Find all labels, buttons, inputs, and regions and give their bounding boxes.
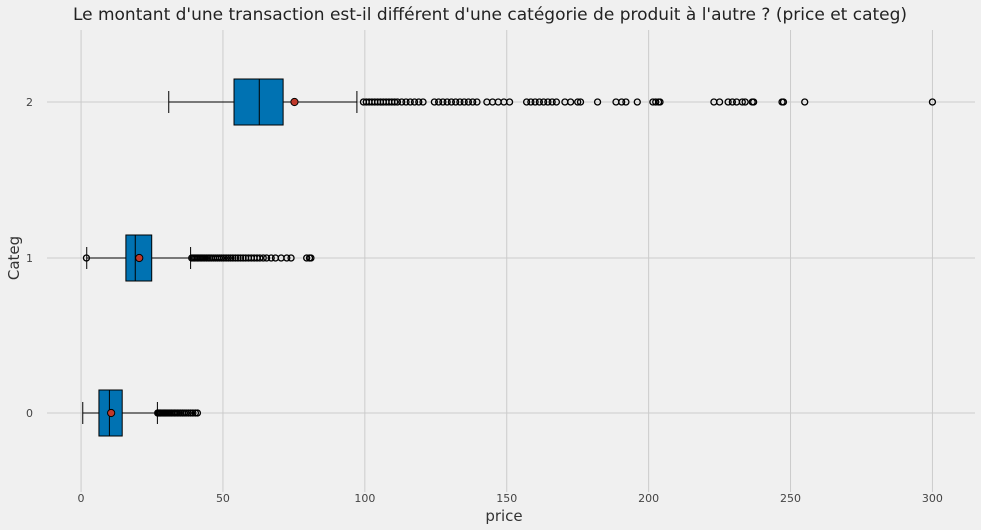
outlier-point <box>415 98 423 106</box>
outlier-point <box>82 254 91 262</box>
outlier-point <box>527 98 535 106</box>
outlier-point <box>398 98 406 106</box>
outlier-point <box>229 254 237 262</box>
outlier-point <box>430 98 439 106</box>
outlier-point <box>184 409 192 417</box>
outlier-point <box>566 98 575 106</box>
outlier-point <box>434 98 443 106</box>
outlier-point <box>410 98 419 106</box>
outlier-point <box>576 98 585 106</box>
boxplot-categ-1 <box>82 234 315 282</box>
outlier-point <box>193 409 202 417</box>
outlier-point <box>220 254 228 262</box>
outlier-point <box>928 98 937 106</box>
outlier-point <box>505 98 514 106</box>
outlier-point <box>303 254 311 262</box>
mean-marker <box>107 408 116 418</box>
outlier-point <box>522 98 531 106</box>
outlier-point <box>231 254 240 262</box>
outlier-point <box>724 98 732 106</box>
x-tick-label: 300 <box>922 492 943 505</box>
outlier-point <box>443 98 451 106</box>
outlier-point <box>548 98 556 106</box>
outlier-point <box>439 98 447 106</box>
outlier-point <box>452 98 460 106</box>
outlier-point <box>473 98 481 106</box>
outlier-point <box>544 98 552 106</box>
outlier-point <box>402 98 410 106</box>
outlier-point <box>456 98 464 106</box>
x-tick-label: 250 <box>780 492 801 505</box>
y-tick-label: 0 <box>26 407 33 420</box>
outlier-point <box>531 98 539 106</box>
outlier-point <box>182 409 190 417</box>
outlier-point <box>656 98 664 106</box>
outlier-point <box>283 254 291 262</box>
outlier-point <box>263 254 271 262</box>
boxplot-categ-0 <box>82 389 202 437</box>
outlier-point <box>217 254 226 262</box>
outlier-point <box>189 409 197 417</box>
outlier-point <box>186 409 195 417</box>
y-axis-label: Categ <box>5 236 23 280</box>
outlier-point <box>222 254 230 262</box>
x-tick-label: 200 <box>638 492 659 505</box>
outlier-point <box>622 98 630 106</box>
iqr-box <box>233 78 284 126</box>
outlier-point <box>234 254 242 262</box>
mean-marker <box>290 97 299 107</box>
outlier-point <box>779 98 788 106</box>
outlier-point <box>447 98 456 106</box>
boxplots <box>82 78 937 437</box>
outlier-point <box>259 254 267 262</box>
outlier-point <box>419 98 427 106</box>
outlier-point <box>539 98 548 106</box>
outlier-point <box>715 98 724 106</box>
x-axis-label: price <box>485 507 522 525</box>
outlier-point <box>307 254 315 262</box>
boxplot-categ-2 <box>168 78 937 126</box>
x-tick-label: 50 <box>216 492 230 505</box>
x-tick-label: 100 <box>354 492 375 505</box>
outlier-point <box>287 254 295 262</box>
mean-marker <box>135 253 144 263</box>
outlier-point <box>226 254 235 262</box>
outlier-point <box>236 254 245 262</box>
outlier-point <box>738 98 746 106</box>
outlier-point <box>224 254 232 262</box>
x-tick-label: 0 <box>78 492 85 505</box>
outlier-point <box>460 98 468 106</box>
x-tick-label: 150 <box>496 492 517 505</box>
outlier-point <box>535 98 544 106</box>
outlier-point <box>652 98 660 106</box>
outlier-point <box>267 254 275 262</box>
y-tick-label: 2 <box>26 96 33 109</box>
outlier-point <box>469 98 477 106</box>
outlier-point <box>574 98 582 106</box>
outlier-point <box>406 98 414 106</box>
outlier-point <box>464 98 473 106</box>
outlier-point <box>741 98 749 106</box>
outlier-point <box>728 98 737 106</box>
outlier-point <box>390 98 399 106</box>
outlier-point <box>593 98 602 106</box>
outlier-point <box>552 98 561 106</box>
outlier-point <box>633 98 641 106</box>
chart-title: Le montant d'une transaction est-il diff… <box>73 5 907 25</box>
outlier-point <box>393 98 402 106</box>
outlier-point <box>801 98 809 106</box>
outlier-point <box>618 98 626 106</box>
outlier-point <box>749 98 758 106</box>
y-tick-label: 1 <box>26 252 33 265</box>
outlier-point <box>256 254 264 262</box>
tick-labels: 0 50 100 150 200 250 300 0 1 2 <box>26 96 943 505</box>
